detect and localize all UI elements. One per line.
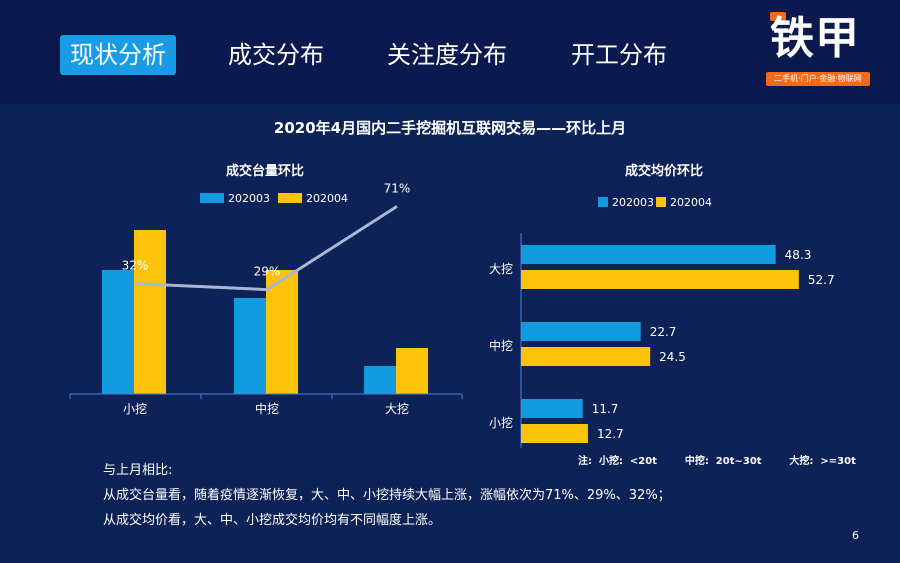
bar-202003-中挖 [234, 298, 266, 394]
bar-value-label: 52.7 [808, 273, 835, 287]
bar-202004-小挖 [134, 230, 166, 394]
summary-text: 与上月相比: 从成交台量看，随着疫情逐渐恢复，大、中、小挖持续大幅上涨，涨幅依次… [103, 458, 671, 533]
bar-202003-中挖 [521, 322, 641, 341]
legend-swatch-202004 [278, 193, 302, 203]
legend-swatch-202003 [598, 197, 608, 207]
tab-deal-distribution[interactable]: 成交分布 [228, 41, 324, 69]
chart-title: 成交台量环比 [226, 163, 304, 179]
x-tick-label: 小挖 [123, 401, 147, 416]
bar-value-label: 48.3 [785, 248, 812, 262]
top-navigation-bar: 现状分析 成交分布 关注度分布 开工分布 铁甲 二手机·门户·金融·物联网 [0, 0, 900, 104]
bar-202004-中挖 [266, 270, 298, 394]
summary-line: 从成交台量看，随着疫情逐渐恢复，大、中、小挖持续大幅上涨，涨幅依次为71%、29… [103, 488, 671, 503]
legend-swatch-202004 [656, 197, 666, 207]
chart-title: 成交均价环比 [625, 163, 703, 179]
line-data-label: 32% [122, 259, 149, 273]
legend-label-202004: 202004 [306, 192, 348, 205]
tab-operation-distribution[interactable]: 开工分布 [571, 41, 667, 69]
summary-line: 从成交均价看，大、中、小挖成交均价均有不同幅度上涨。 [103, 513, 442, 528]
y-tick-label: 大挖 [489, 261, 513, 276]
tab-attention-distribution[interactable]: 关注度分布 [387, 41, 507, 69]
logo-tagline: 二手机·门户·金融·物联网 [766, 72, 870, 86]
bar-value-label: 24.5 [659, 350, 686, 364]
bar-202003-小挖 [102, 270, 134, 394]
logo[interactable]: 铁甲 [770, 13, 860, 64]
legend-label-202004: 202004 [670, 196, 712, 209]
summary-line: 与上月相比: [103, 463, 173, 478]
bar-value-label: 22.7 [650, 325, 677, 339]
bar-202004-大挖 [521, 270, 799, 289]
y-tick-label: 小挖 [489, 415, 513, 430]
logo-mark-icon [770, 12, 786, 21]
line-data-label: 29% [254, 265, 281, 279]
legend-swatch-202003 [200, 193, 224, 203]
bar-202003-大挖 [521, 245, 776, 264]
bar-value-label: 11.7 [592, 402, 619, 416]
bar-202004-大挖 [396, 348, 428, 394]
bar-202004-中挖 [521, 347, 651, 366]
growth-line [134, 205, 398, 292]
page-title: 2020年4月国内二手挖掘机互联网交易——环比上月 [273, 119, 627, 137]
bar-202004-小挖 [521, 424, 588, 443]
y-tick-label: 中挖 [489, 338, 513, 353]
legend-label-202003: 202003 [228, 192, 270, 205]
page-number: 6 [852, 529, 859, 542]
bar-value-label: 12.7 [597, 427, 624, 441]
x-tick-label: 中挖 [255, 401, 279, 416]
line-data-label: 71% [384, 181, 411, 195]
tab-status-analysis[interactable]: 现状分析 [60, 35, 176, 75]
chart-legend: 202003 202004 [598, 196, 712, 209]
x-tick-label: 大挖 [385, 401, 409, 416]
legend-label-202003: 202003 [612, 196, 654, 209]
bar-202003-大挖 [364, 366, 396, 394]
bar-202003-小挖 [521, 399, 583, 418]
chart-legend: 202003 202004 [200, 192, 348, 205]
